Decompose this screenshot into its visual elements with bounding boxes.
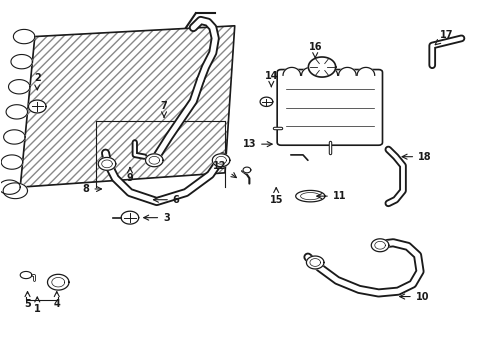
- Text: 10: 10: [399, 292, 428, 302]
- Polygon shape: [320, 67, 337, 75]
- Text: 11: 11: [316, 191, 346, 201]
- Polygon shape: [370, 239, 388, 252]
- Text: 7: 7: [161, 102, 167, 117]
- Text: 2: 2: [34, 73, 41, 90]
- Text: 12: 12: [213, 161, 236, 177]
- Polygon shape: [338, 67, 355, 75]
- Polygon shape: [0, 180, 20, 194]
- Text: 8: 8: [82, 184, 102, 194]
- Text: 5: 5: [24, 292, 31, 309]
- Text: 14: 14: [264, 71, 278, 87]
- Text: 3: 3: [143, 213, 169, 222]
- Text: 18: 18: [401, 152, 431, 162]
- Polygon shape: [1, 155, 22, 169]
- Polygon shape: [47, 274, 69, 290]
- Polygon shape: [8, 80, 30, 94]
- Text: 6: 6: [153, 195, 179, 205]
- Polygon shape: [13, 30, 35, 44]
- Polygon shape: [98, 157, 116, 170]
- Text: 17: 17: [434, 30, 453, 45]
- Polygon shape: [3, 130, 25, 144]
- Text: 4: 4: [53, 292, 60, 309]
- Polygon shape: [356, 67, 374, 75]
- Text: 1: 1: [34, 297, 41, 314]
- Text: 15: 15: [269, 188, 283, 205]
- Polygon shape: [301, 67, 319, 75]
- Polygon shape: [3, 183, 27, 199]
- Polygon shape: [295, 190, 325, 202]
- Polygon shape: [145, 154, 163, 167]
- Polygon shape: [11, 54, 32, 69]
- Polygon shape: [283, 67, 300, 75]
- Polygon shape: [212, 154, 229, 167]
- Polygon shape: [6, 105, 27, 119]
- Polygon shape: [260, 97, 272, 107]
- Polygon shape: [121, 211, 139, 224]
- Polygon shape: [20, 26, 234, 187]
- Polygon shape: [306, 256, 324, 269]
- Polygon shape: [243, 167, 250, 173]
- Polygon shape: [20, 271, 32, 279]
- Polygon shape: [308, 57, 335, 77]
- Text: 16: 16: [308, 42, 321, 58]
- Polygon shape: [28, 100, 46, 113]
- FancyBboxPatch shape: [277, 69, 382, 145]
- Text: 9: 9: [126, 167, 133, 183]
- Text: 13: 13: [242, 139, 272, 149]
